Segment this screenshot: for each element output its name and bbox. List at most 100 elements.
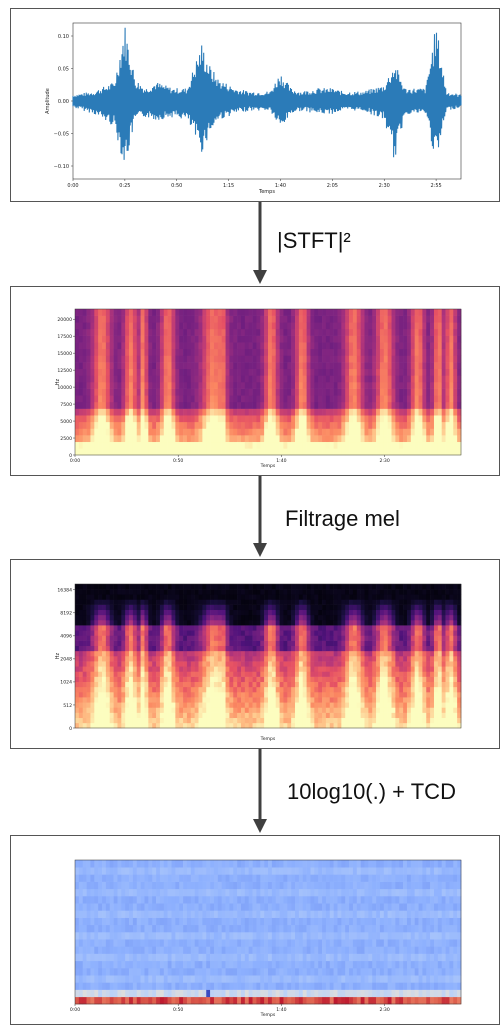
heatmap-cell [241, 428, 245, 435]
heatmap-cell [337, 448, 341, 455]
heatmap-cell [102, 620, 106, 625]
heatmap-cell [345, 402, 349, 409]
heatmap-cell [210, 707, 214, 712]
heatmap-cell [87, 409, 91, 416]
heatmap-cell [345, 671, 349, 676]
heatmap-cell [353, 349, 357, 356]
heatmap-cell [125, 389, 129, 396]
heatmap-cell [83, 661, 87, 666]
heatmap-cell [164, 369, 168, 376]
heatmap-cell [83, 584, 87, 589]
heatmap-cell [368, 389, 372, 396]
heatmap-cell [121, 349, 125, 356]
heatmap-cell [160, 594, 164, 599]
heatmap-cell [264, 442, 268, 449]
heatmap-cell [168, 707, 172, 712]
heatmap-cell [276, 435, 280, 442]
heatmap-cell [295, 349, 299, 356]
heatmap-cell [94, 651, 98, 656]
heatmap-cell [75, 651, 79, 656]
heatmap-cell [403, 389, 407, 396]
heatmap-cell [365, 630, 369, 635]
heatmap-cell [368, 692, 372, 697]
heatmap-cell [330, 620, 334, 625]
heatmap-cell [226, 322, 230, 329]
heatmap-cell [330, 605, 334, 610]
heatmap-cell [183, 448, 187, 455]
heatmap-cell [110, 415, 114, 422]
heatmap-cell [314, 687, 318, 692]
heatmap-cell [453, 349, 457, 356]
heatmap-cell [272, 422, 276, 429]
heatmap-cell [395, 395, 399, 402]
heatmap-cell [380, 309, 384, 316]
heatmap-cell [260, 651, 264, 656]
heatmap-cell [168, 702, 172, 707]
heatmap-cell [442, 630, 446, 635]
heatmap-cell [79, 309, 83, 316]
heatmap-cell [94, 610, 98, 615]
heatmap-cell [287, 584, 291, 589]
heatmap-cell [318, 682, 322, 687]
heatmap-cell [156, 661, 160, 666]
heatmap-cell [295, 605, 299, 610]
heatmap-cell [353, 707, 357, 712]
heatmap-cell [233, 610, 237, 615]
heatmap-cell [117, 594, 121, 599]
heatmap-cell [106, 448, 110, 455]
heatmap-cell [345, 395, 349, 402]
heatmap-cell [326, 625, 330, 630]
heatmap-cell [98, 687, 102, 692]
heatmap-cell [137, 599, 141, 604]
heatmap-cell [307, 375, 311, 382]
heatmap-cell [376, 355, 380, 362]
heatmap-cell [256, 635, 260, 640]
heatmap-cell [183, 677, 187, 682]
heatmap-cell [129, 362, 133, 369]
heatmap-cell [361, 713, 365, 718]
heatmap-cell [268, 620, 272, 625]
heatmap-cell [210, 395, 214, 402]
heatmap-cell [287, 666, 291, 671]
heatmap-cell [152, 428, 156, 435]
heatmap-cell [90, 605, 94, 610]
heatmap-cell [237, 336, 241, 343]
y-tick-label: 20000 [57, 317, 72, 323]
heatmap-cell [172, 687, 176, 692]
heatmap-cell [152, 316, 156, 323]
heatmap-cell [403, 362, 407, 369]
heatmap-cell [117, 369, 121, 376]
heatmap-cell [368, 702, 372, 707]
heatmap-cell [334, 415, 338, 422]
heatmap-cell [372, 718, 376, 723]
heatmap-cell [272, 415, 276, 422]
heatmap-cell [121, 395, 125, 402]
heatmap-cell [415, 329, 419, 336]
heatmap-cell [253, 599, 257, 604]
heatmap-cell [183, 641, 187, 646]
heatmap-cell [334, 316, 338, 323]
heatmap-cell [322, 395, 326, 402]
heatmap-cell [419, 589, 423, 594]
heatmap-cell [129, 625, 133, 630]
heatmap-cell [310, 682, 314, 687]
heatmap-cell [117, 448, 121, 455]
heatmap-cell [256, 620, 260, 625]
heatmap-cell [384, 389, 388, 396]
heatmap-cell [172, 605, 176, 610]
heatmap-cell [87, 594, 91, 599]
heatmap-cell [94, 620, 98, 625]
heatmap-cell [280, 687, 284, 692]
heatmap-cell [144, 682, 148, 687]
heatmap-cell [191, 584, 195, 589]
heatmap-cell [442, 584, 446, 589]
heatmap-cell [280, 422, 284, 429]
heatmap-cell [395, 428, 399, 435]
heatmap-cell [430, 666, 434, 671]
heatmap-cell [75, 369, 79, 376]
heatmap-cell [141, 641, 145, 646]
heatmap-cell [392, 656, 396, 661]
heatmap-cell [349, 656, 353, 661]
heatmap-cell [422, 342, 426, 349]
heatmap-cell [75, 697, 79, 702]
